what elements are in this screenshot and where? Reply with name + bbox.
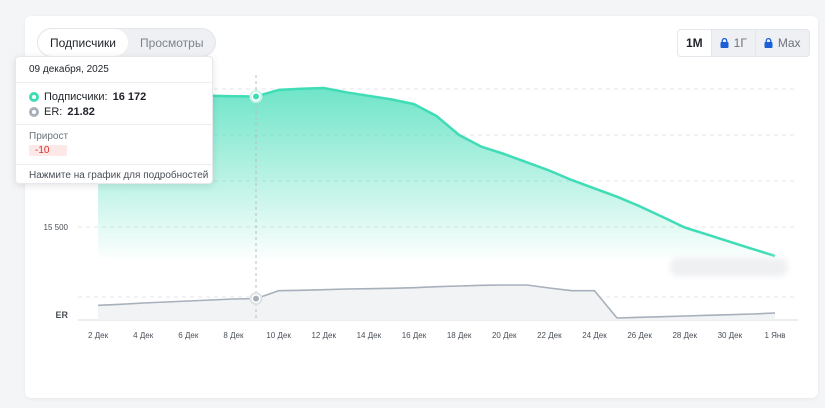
subscribers-hover-point (253, 93, 260, 100)
tooltip-subscribers-label: Подписчики: (44, 90, 108, 103)
x-tick-label: 6 Дек (178, 331, 199, 340)
tab-subscribers[interactable]: Подписчики (38, 29, 129, 56)
x-tick-label: 18 Дек (447, 331, 472, 340)
tab-views[interactable]: Просмотры (140, 35, 204, 50)
blurred-label (670, 258, 788, 276)
x-tick-label: 2 Дек (88, 331, 109, 340)
x-tick-label: 22 Дек (537, 331, 562, 340)
x-tick-label: 28 Дек (672, 331, 697, 340)
tooltip-growth-value: -10 (29, 145, 67, 156)
tooltip-growth-label: Прирост (29, 131, 69, 142)
period-max-button[interactable]: Max (754, 30, 809, 56)
lock-icon (764, 38, 773, 48)
tooltip-subscribers-row: Подписчики: 16 172 (16, 89, 212, 104)
chart-tooltip: 09 декабря, 2025 Подписчики: 16 172 ER: … (15, 56, 213, 184)
x-tick-label: 12 Дек (311, 331, 336, 340)
period-1y-label: 1Г (733, 36, 747, 50)
period-1y-button[interactable]: 1Г (710, 30, 755, 56)
x-tick-label: 26 Дек (627, 331, 652, 340)
y-tick-label: 15 500 (44, 223, 69, 232)
x-tick-label: 16 Дек (402, 331, 427, 340)
x-tick-label: 20 Дек (492, 331, 517, 340)
lock-icon (720, 38, 729, 48)
er-dot-icon (29, 106, 39, 117)
x-tick-label: 4 Дек (133, 331, 154, 340)
x-tick-label: 30 Дек (718, 331, 743, 340)
tooltip-subscribers-value: 16 172 (112, 90, 147, 103)
er-area (98, 285, 776, 320)
period-1m-button[interactable]: 1М (678, 30, 711, 56)
period-selector: 1М 1Г Max (677, 29, 810, 57)
x-tick-label: 10 Дек (266, 331, 291, 340)
er-line (98, 284, 776, 319)
x-tick-label: 14 Дек (357, 331, 382, 340)
x-tick-label: 8 Дек (223, 331, 244, 340)
period-max-label: Max (777, 36, 801, 50)
tooltip-growth: Прирост -10 (16, 125, 212, 165)
er-axis-label: ER (55, 310, 68, 320)
x-tick-label: 24 Дек (582, 331, 607, 340)
metric-tabs: Подписчики Просмотры (37, 28, 217, 57)
tooltip-er-label: ER: (44, 105, 63, 118)
subscribers-dot-icon (29, 91, 39, 102)
er-hover-point (253, 295, 260, 302)
tooltip-er-value: 21.82 (67, 105, 95, 118)
x-tick-label: 1 Янв (764, 331, 785, 340)
tooltip-series: Подписчики: 16 172 ER: 21.82 (16, 83, 212, 125)
period-1m-label: 1М (686, 36, 703, 50)
tooltip-date: 09 декабря, 2025 (16, 57, 212, 83)
tooltip-er-row: ER: 21.82 (16, 104, 212, 119)
subscribers-area (98, 88, 776, 258)
tooltip-hint: Нажмите на график для подробностей (29, 169, 209, 181)
